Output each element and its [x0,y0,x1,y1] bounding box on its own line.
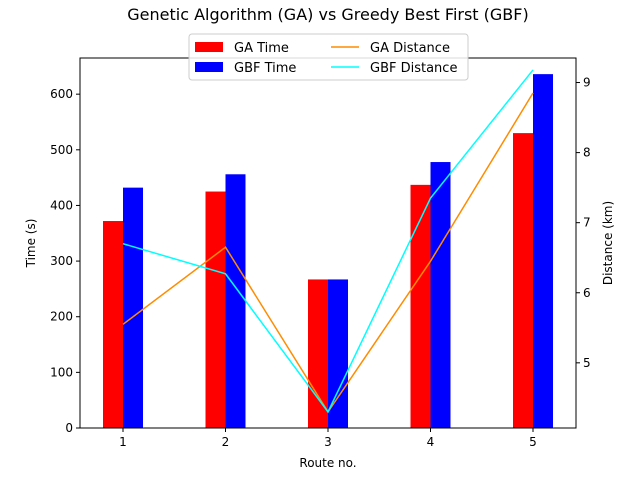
legend-swatch-ga-time [195,42,223,52]
bar-ga-time-1 [103,221,123,428]
bar-ga-time-4 [410,184,431,428]
y2-tick-label-5: 5 [583,356,591,370]
y2-axis-title: Distance (km) [601,201,615,285]
bar-gbf-time-5 [533,74,553,428]
bar-gbf-time-1 [123,187,143,428]
chart-title: Genetic Algorithm (GA) vs Greedy Best Fi… [127,5,528,24]
x-axis: 1 2 3 4 5 [119,428,537,449]
legend-label-gbf-distance: GBF Distance [370,61,457,76]
y-axis-right: 5 6 7 8 9 [576,76,591,370]
y-tick-label-200: 200 [50,310,73,324]
y2-tick-label-9: 9 [583,76,591,90]
x-tick-label-3: 3 [324,435,332,449]
legend-swatch-gbf-time [195,62,223,72]
y-axis-title: Time (s) [24,219,38,269]
y-tick-label-300: 300 [50,254,73,268]
y-tick-label-500: 500 [50,143,73,157]
y-axis-left: 0 100 200 300 400 500 600 [50,87,80,435]
y-tick-label-400: 400 [50,198,73,212]
legend-box [188,33,469,81]
y2-tick-label-8: 8 [583,146,591,160]
y2-tick-label-7: 7 [583,216,591,230]
legend-label-ga-distance: GA Distance [370,41,450,56]
bar-ga-time-5 [513,133,533,428]
x-tick-label-2: 2 [222,435,230,449]
bars-layer [103,74,553,429]
y-tick-label-600: 600 [50,87,73,101]
x-tick-label-1: 1 [119,435,127,449]
x-axis-title: Route no. [299,456,356,470]
lines-layer [122,69,534,414]
line-gbf-distance [122,69,534,414]
y-tick-label-100: 100 [50,365,73,379]
bar-gbf-time-4 [430,162,451,429]
legend-label-gbf-time: GBF Time [234,61,296,76]
legend: GA Time GBF Time GA Distance GBF Distance [188,33,469,81]
x-tick-label-5: 5 [529,435,537,449]
x-tick-label-4: 4 [427,435,435,449]
bar-ga-time-2 [205,191,226,428]
y-tick-label-0: 0 [65,421,73,435]
y2-tick-label-6: 6 [583,286,591,300]
legend-label-ga-time: GA Time [234,41,289,56]
bar-gbf-time-2 [225,174,246,428]
